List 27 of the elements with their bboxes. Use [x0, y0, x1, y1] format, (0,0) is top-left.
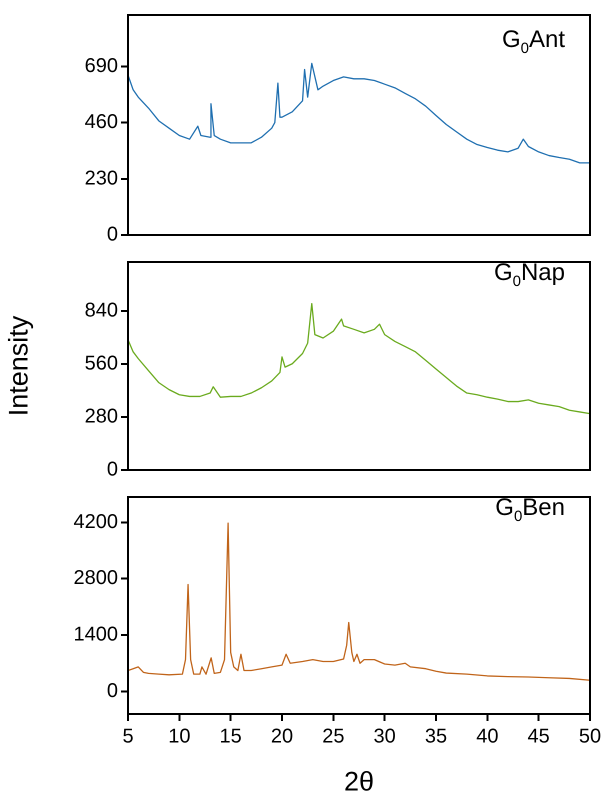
y-tick-label: 560	[84, 352, 118, 375]
y-tick-label: 1400	[74, 624, 118, 646]
x-tick-label: 5	[122, 726, 134, 748]
y-tick-label: 840	[84, 300, 118, 322]
y-axis-title: Intensity	[4, 315, 34, 416]
y-tick-label: 690	[84, 54, 118, 77]
x-tick-label: 45	[528, 726, 550, 748]
x-tick-label: 50	[578, 726, 602, 748]
y-tick-label: 230	[84, 167, 118, 190]
x-tick-label: 15	[220, 726, 242, 748]
y-tick-label: 2800	[74, 567, 118, 590]
x-tick-label: 35	[424, 726, 448, 748]
y-tick-label: 0	[106, 680, 118, 702]
y-tick-label: 4200	[74, 510, 118, 533]
x-tick-label: 30	[374, 726, 396, 748]
x-axis-title: 2θ	[344, 766, 374, 796]
y-tick-label: 460	[84, 111, 118, 134]
annotation: G$_{0}$Ben	[495, 494, 565, 525]
y-tick-label: 0	[106, 224, 118, 246]
x-tick-label: 25	[322, 726, 344, 748]
y-tick-label: 0	[106, 458, 118, 481]
annotation: G$_{0}$Nap	[494, 259, 565, 290]
x-tick-label: 40	[476, 726, 498, 748]
annotation: G$_{0}$Ant	[502, 26, 565, 57]
y-tick-label: 280	[84, 406, 118, 428]
x-tick-label: 20	[270, 726, 294, 748]
x-tick-label: 10	[168, 726, 190, 748]
